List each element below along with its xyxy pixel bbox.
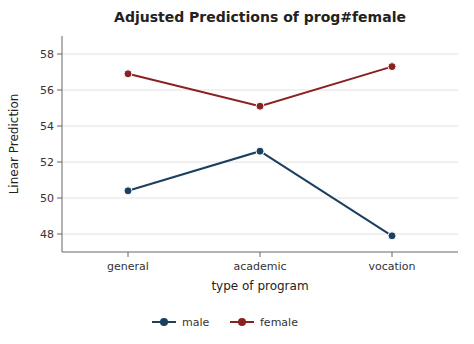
x-tick-label: vocation	[368, 260, 415, 273]
y-tick-label: 52	[40, 156, 54, 169]
grid-line	[62, 198, 458, 199]
point	[124, 70, 132, 78]
grid	[62, 54, 458, 234]
x-axis-label: type of program	[211, 279, 308, 293]
x-tick	[392, 252, 393, 257]
y-tick	[57, 126, 62, 127]
x-tick-label: academic	[233, 260, 286, 273]
grid-line	[62, 90, 458, 91]
grid-line	[62, 126, 458, 127]
y-tick	[57, 198, 62, 199]
chart: Adjusted Predictions of prog#female 48 50 5…	[0, 0, 474, 344]
legend-label: male	[182, 316, 210, 329]
y-tick-label: 56	[40, 84, 54, 97]
x-tick	[260, 252, 261, 257]
series-line	[128, 67, 392, 107]
plot-area	[124, 63, 396, 240]
y-tick	[57, 90, 62, 91]
y-tick-label: 48	[40, 228, 54, 241]
x-tick	[128, 252, 129, 257]
y-tick	[57, 162, 62, 163]
point	[256, 147, 264, 155]
y-tick	[57, 234, 62, 235]
y-tick-label: 54	[40, 120, 54, 133]
legend-label: female	[260, 316, 298, 329]
point	[388, 63, 396, 71]
legend-marker	[160, 318, 168, 326]
grid-line	[62, 162, 458, 163]
legend: male female	[152, 316, 298, 329]
title: Adjusted Predictions of prog#female	[114, 9, 406, 25]
point	[124, 187, 132, 195]
series-line	[128, 151, 392, 236]
grid-line	[62, 54, 458, 55]
y-tick	[57, 54, 62, 55]
y-tick-label: 58	[40, 48, 54, 61]
y-axis-label: Linear Prediction	[7, 94, 21, 195]
y-tick-label: 50	[40, 192, 54, 205]
y-axis	[62, 36, 63, 252]
grid-line	[62, 234, 458, 235]
legend-marker	[238, 318, 246, 326]
point	[256, 102, 264, 110]
x-tick-label: general	[107, 260, 149, 273]
point	[388, 232, 396, 240]
